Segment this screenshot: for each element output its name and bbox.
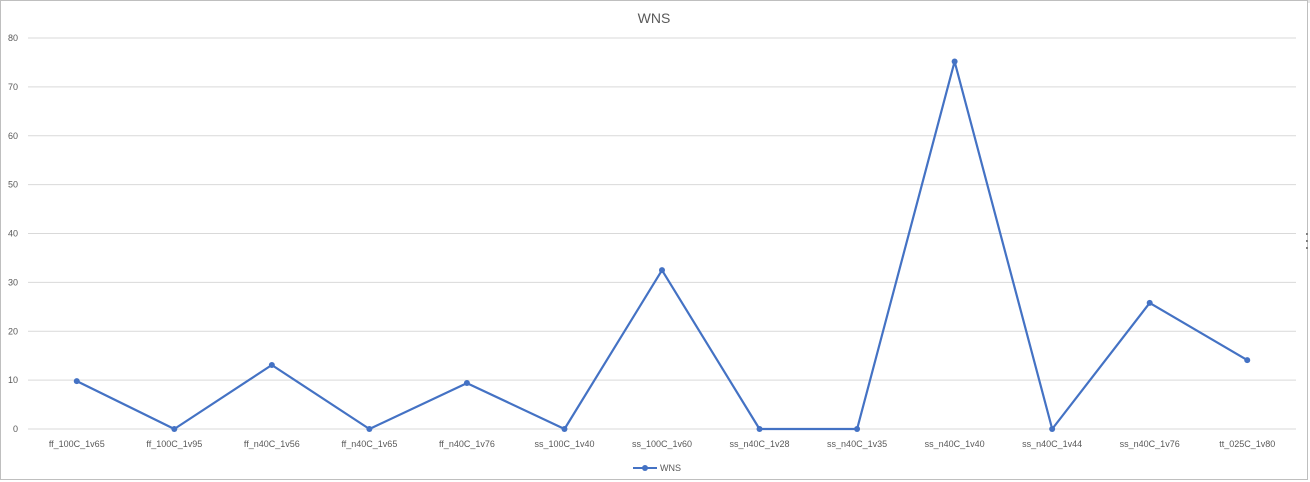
data-point[interactable] bbox=[659, 267, 665, 274]
x-tick-label: ff_n40C_1v65 bbox=[341, 439, 397, 449]
data-point[interactable] bbox=[73, 378, 80, 385]
data-point[interactable] bbox=[1049, 426, 1056, 432]
y-tick-label: 30 bbox=[8, 277, 18, 287]
x-tick-label: ff_n40C_1v76 bbox=[439, 439, 495, 449]
x-tick-label: ss_n40C_1v44 bbox=[1022, 439, 1082, 449]
data-point[interactable] bbox=[1146, 299, 1153, 306]
data-point[interactable] bbox=[561, 426, 568, 432]
data-point[interactable] bbox=[951, 58, 958, 65]
series-line[interactable] bbox=[76, 60, 1248, 431]
x-tick-label: ss_n40C_1v76 bbox=[1120, 439, 1180, 449]
series-layer[interactable] bbox=[73, 58, 1251, 432]
y-tick-label: 20 bbox=[8, 326, 18, 336]
y-tick-label: 10 bbox=[8, 375, 18, 385]
data-point[interactable] bbox=[171, 426, 178, 432]
y-tick-label: 40 bbox=[8, 229, 18, 239]
x-tick-label: ff_100C_1v65 bbox=[49, 439, 105, 449]
x-tick-label: ss_100C_1v40 bbox=[534, 439, 594, 449]
y-axis-ticks: 0 10 20 30 40 50 60 70 80 bbox=[8, 33, 18, 434]
data-point[interactable] bbox=[756, 426, 763, 432]
data-point[interactable] bbox=[463, 380, 470, 387]
data-point[interactable] bbox=[1244, 357, 1251, 364]
x-tick-label: ss_n40C_1v35 bbox=[827, 439, 887, 449]
y-tick-label: 70 bbox=[8, 82, 18, 92]
y-tick-label: 60 bbox=[8, 131, 18, 141]
x-axis-ticks: ff_100C_1v65 ff_100C_1v95 ff_n40C_1v56 ff_n… bbox=[49, 439, 1275, 449]
x-tick-label: ss_100C_1v60 bbox=[632, 439, 692, 449]
x-tick-label: ss_n40C_1v40 bbox=[925, 439, 985, 449]
legend[interactable]: WNS bbox=[633, 463, 681, 473]
data-point[interactable] bbox=[268, 361, 275, 368]
legend-marker-icon bbox=[642, 465, 648, 471]
x-tick-label: tt_025C_1v80 bbox=[1219, 439, 1275, 449]
x-tick-label: ss_n40C_1v28 bbox=[730, 439, 790, 449]
y-tick-label: 0 bbox=[13, 424, 18, 434]
x-tick-label: ff_100C_1v95 bbox=[146, 439, 202, 449]
gridlines bbox=[28, 37, 1296, 430]
data-point[interactable] bbox=[854, 426, 861, 432]
y-tick-label: 80 bbox=[8, 33, 18, 43]
resize-handle[interactable] bbox=[1305, 233, 1309, 249]
legend-label: WNS bbox=[660, 463, 681, 473]
chart-title[interactable]: WNS bbox=[637, 10, 671, 26]
x-tick-label: ff_n40C_1v56 bbox=[244, 439, 300, 449]
y-tick-label: 50 bbox=[8, 180, 18, 190]
data-point[interactable] bbox=[366, 426, 373, 432]
